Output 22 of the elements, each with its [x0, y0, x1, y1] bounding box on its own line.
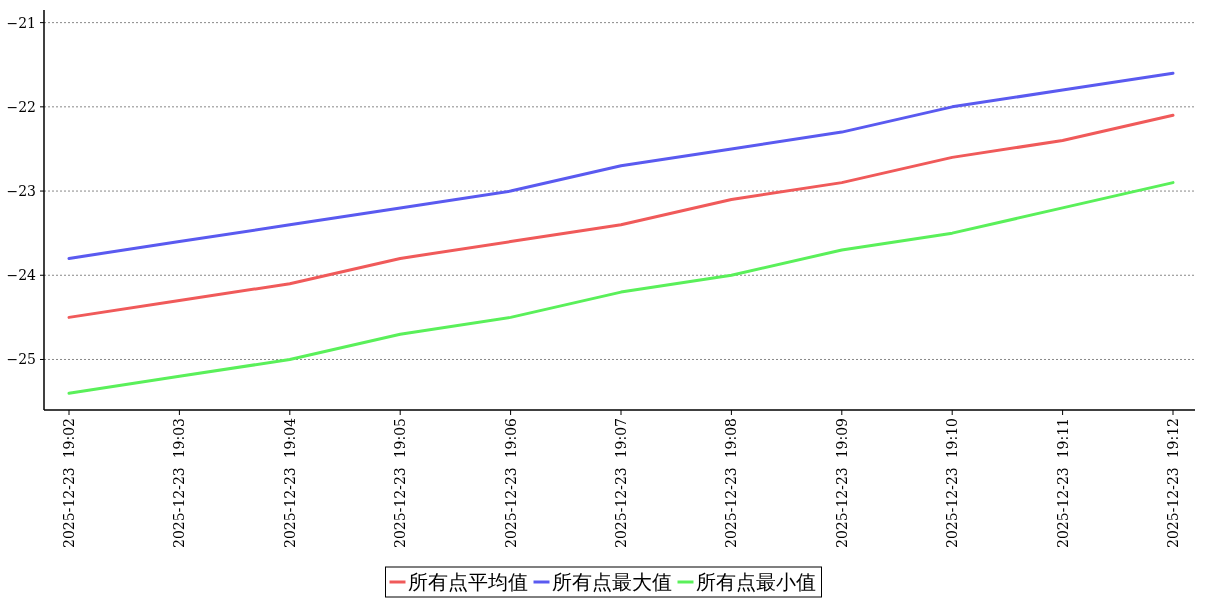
x-tick-label: 2025-12-23 19:12: [1165, 418, 1181, 548]
x-tick-label: 2025-12-23 19:11: [1054, 418, 1071, 548]
x-tick-label: 2025-12-23 19:10: [944, 418, 961, 548]
x-tick-label: 2025-12-23 19:03: [171, 418, 188, 548]
x-tick-label: 2025-12-23 19:04: [281, 417, 298, 548]
line-series: [67, 71, 1175, 260]
y-tick-label: −25: [6, 351, 36, 368]
x-tick-label: 2025-12-23 19:05: [392, 418, 409, 548]
x-tick-label: 2025-12-23 19:06: [502, 417, 519, 548]
legend-label: 所有点最大值: [551, 570, 672, 594]
line-series: [67, 113, 1175, 319]
x-tick-label: 2025-12-23 19:02: [61, 418, 77, 548]
x-tick-label: 2025-12-23 19:09: [833, 418, 850, 548]
y-tick-label: −23: [6, 183, 36, 200]
x-tick-label: 2025-12-23 19:08: [723, 418, 740, 548]
y-tick-label: −24: [6, 267, 37, 284]
x-tick-label: 2025-12-23 19:07: [613, 418, 629, 548]
line-series: [67, 181, 1175, 395]
legend-label: 所有点平均值: [407, 570, 528, 594]
y-tick-label: −22: [6, 98, 36, 115]
y-tick-label: −21: [6, 14, 36, 31]
legend-label: 所有点最小值: [695, 570, 816, 594]
